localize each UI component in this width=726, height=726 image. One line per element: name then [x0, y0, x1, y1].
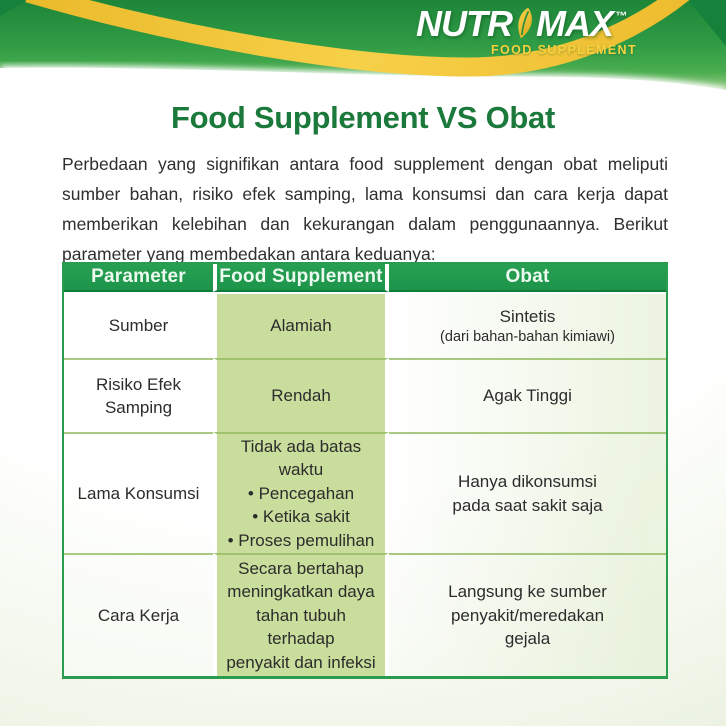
cell-line: Risiko Efek — [95, 374, 182, 394]
cell-line: Lama Konsumsi — [77, 483, 200, 503]
cell-parameter: Lama Konsumsi — [64, 432, 213, 553]
cell-line: Cara Kerja — [97, 605, 180, 625]
cell-line: • Ketika sakit — [252, 507, 350, 527]
brand-text-pre: NUTR — [416, 3, 513, 44]
cell-line: Samping — [104, 398, 173, 417]
cell-line: Secara bertahap — [238, 558, 364, 578]
cell-obat: Hanya dikonsumsi pada saat sakit saja — [389, 432, 666, 553]
cell-line: tahan tubuh terhadap — [256, 605, 346, 649]
leaf-icon — [518, 7, 532, 39]
cell-line: (dari bahan-bahan kimiawi) — [440, 329, 615, 346]
cell-parameter: Risiko Efek Samping — [64, 358, 213, 432]
cell-line: gejala — [504, 629, 551, 649]
cell-obat: Langsung ke sumber penyakit/meredakan geja… — [389, 553, 666, 676]
cell-line: Hanya dikonsumsi — [458, 472, 597, 492]
trademark-symbol: ™ — [614, 9, 627, 23]
table-grid: Parameter Food Supplement Obat Sumber Ala… — [64, 264, 666, 676]
cell-parameter: Sumber — [64, 292, 213, 358]
cell-line: penyakit/meredakan — [450, 605, 605, 625]
cell-obat: Agak Tinggi — [389, 358, 666, 432]
cell-food-supplement: Tidak ada batas waktu • Pencegahan • Ketik… — [213, 432, 389, 553]
wave-graphic — [0, 0, 726, 97]
comparison-table: Parameter Food Supplement Obat Sumber Ala… — [62, 262, 668, 679]
cell-line: Alamiah — [270, 316, 332, 336]
cell-food-supplement: Secara bertahap meningkatkan daya tahan tu… — [213, 553, 389, 676]
cell-line: Langsung ke sumber — [448, 582, 607, 602]
cell-obat: Sintetis (dari bahan-bahan kimiawi) — [389, 292, 666, 358]
cell-line: Tidak ada batas waktu — [240, 436, 362, 480]
column-header-obat: Obat — [389, 264, 666, 292]
brand-logo: NUTR MAX ™ FOOD SUPPLEMENT — [398, 6, 644, 58]
column-header-parameter: Parameter — [64, 264, 213, 292]
cell-food-supplement: Rendah — [213, 358, 389, 432]
cell-line: Sumber — [108, 316, 169, 336]
brand-wordmark: NUTR MAX ™ — [398, 6, 644, 42]
cell-line: • Pencegahan — [247, 483, 355, 503]
header-banner: NUTR MAX ™ FOOD SUPPLEMENT — [0, 0, 726, 97]
cell-line: Rendah — [271, 386, 331, 406]
cell-line: • Proses pemulihan — [227, 530, 375, 550]
intro-paragraph: Perbedaan yang signifikan antara food su… — [62, 154, 668, 265]
cell-parameter: Cara Kerja — [64, 553, 213, 676]
cell-food-supplement: Alamiah — [213, 292, 389, 358]
cell-line: Agak Tinggi — [483, 386, 572, 406]
cell-line: meningkatkan daya — [227, 582, 375, 602]
brand-text-post: MAX — [535, 3, 614, 44]
cell-line: Sintetis — [499, 306, 556, 326]
brand-tagline: FOOD SUPPLEMENT — [490, 43, 637, 57]
page-title: Food Supplement VS Obat — [170, 100, 556, 135]
cell-line: penyakit dan infeksi — [226, 652, 376, 672]
cell-line: pada saat sakit saja — [452, 495, 603, 515]
column-header-food-supplement: Food Supplement — [213, 264, 389, 292]
